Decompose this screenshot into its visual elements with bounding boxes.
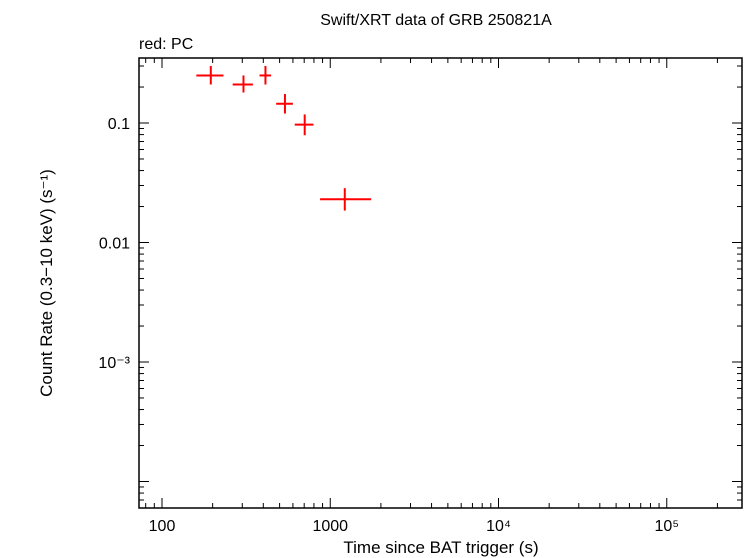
- y-tick-label: 0.01: [99, 236, 130, 253]
- x-tick-labels: 100 1000 10⁴ 10⁵: [149, 518, 679, 535]
- chart-title: Swift/XRT data of GRB 250821A: [320, 12, 552, 29]
- data-point: [320, 188, 372, 211]
- chart-subtitle: red: PC: [139, 36, 193, 53]
- y-tick-label: 0.1: [108, 116, 130, 133]
- y-tick-labels: 0.1 0.01 10⁻³: [98, 116, 130, 372]
- x-tick-label: 100: [149, 518, 176, 535]
- axis-ticks: [139, 58, 742, 509]
- data-point: [294, 114, 314, 136]
- plot-frame: [138, 57, 743, 509]
- data-series: [196, 65, 372, 211]
- x-tick-label: 1000: [312, 518, 348, 535]
- x-axis-label: Time since BAT trigger (s): [343, 538, 538, 557]
- data-point: [259, 65, 272, 85]
- y-tick-label: 10⁻³: [98, 355, 130, 372]
- data-point: [232, 75, 253, 93]
- data-point: [196, 65, 224, 85]
- x-tick-label: 10⁵: [655, 518, 679, 535]
- x-tick-label: 10⁴: [486, 518, 511, 535]
- data-point: [276, 93, 293, 114]
- y-axis-label: Count Rate (0.3−10 keV) (s⁻¹): [37, 169, 56, 397]
